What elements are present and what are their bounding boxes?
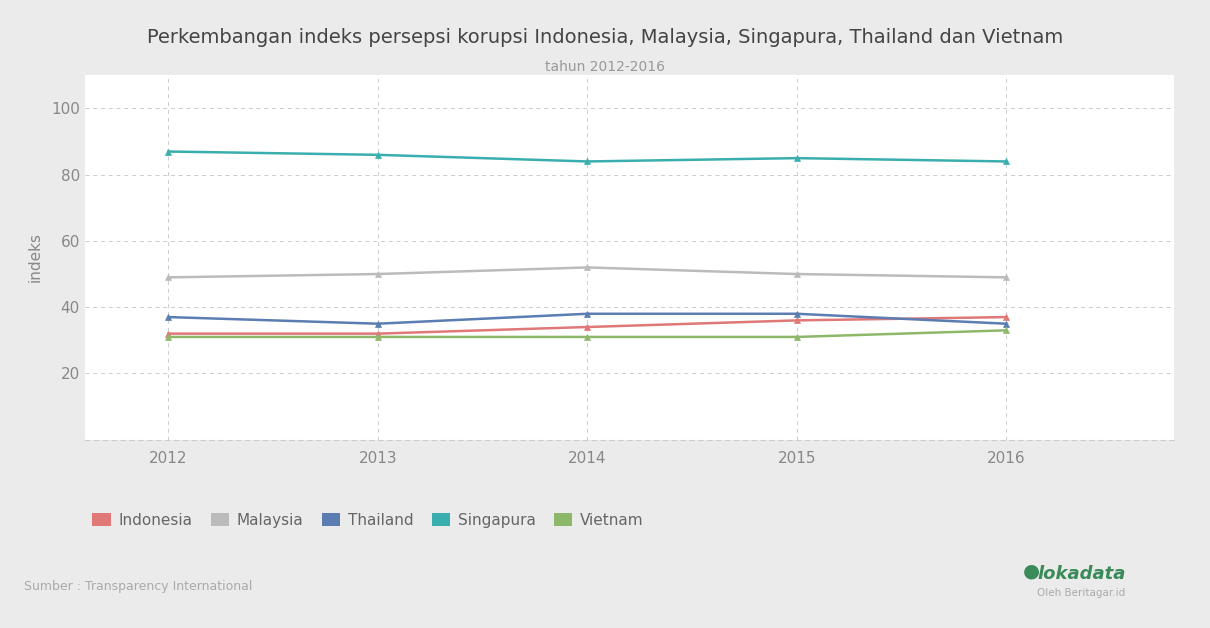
Legend: Indonesia, Malaysia, Thailand, Singapura, Vietnam: Indonesia, Malaysia, Thailand, Singapura…	[92, 513, 644, 528]
Text: Oleh Beritagar.id: Oleh Beritagar.id	[1037, 588, 1125, 598]
Text: Sumber : Transparency International: Sumber : Transparency International	[24, 580, 253, 593]
Y-axis label: indeks: indeks	[28, 232, 42, 283]
Text: tahun 2012-2016: tahun 2012-2016	[544, 60, 666, 73]
Text: lokadata: lokadata	[1037, 565, 1125, 583]
Text: ●: ●	[1022, 562, 1039, 581]
Text: Perkembangan indeks persepsi korupsi Indonesia, Malaysia, Singapura, Thailand da: Perkembangan indeks persepsi korupsi Ind…	[146, 28, 1064, 47]
